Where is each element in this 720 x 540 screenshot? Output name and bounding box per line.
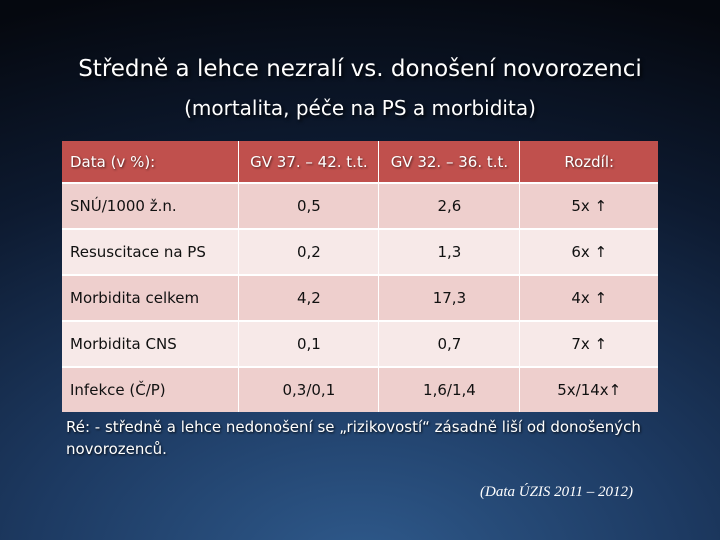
table-row: Morbidita CNS 0,1 0,7 7x ↑	[62, 320, 658, 366]
cell-difference: 5x ↑	[519, 182, 658, 228]
row-label: Morbidita CNS	[62, 320, 239, 366]
row-label: Morbidita celkem	[62, 274, 239, 320]
slide-title: Středně a lehce nezralí vs. donošení nov…	[78, 56, 642, 82]
row-label: SNÚ/1000 ž.n.	[62, 182, 239, 228]
cell-difference: 6x ↑	[519, 228, 658, 274]
conclusion-note: Ré: - středně a lehce nedonošení se „riz…	[66, 418, 641, 458]
header-gv-37-42: GV 37. – 42. t.t.	[238, 141, 379, 182]
table-row: Morbidita celkem 4,2 17,3 4x ↑	[62, 274, 658, 320]
header-data: Data (v %):	[62, 141, 239, 182]
cell-value: 0,7	[378, 320, 520, 366]
table-row: Infekce (Č/P) 0,3/0,1 1,6/1,4 5x/14x↑	[62, 366, 658, 412]
cell-value: 0,5	[238, 182, 379, 228]
header-difference: Rozdíl:	[519, 141, 658, 182]
table-row: Resuscitace na PS 0,2 1,3 6x ↑	[62, 228, 658, 274]
source-citation: (Data ÚZIS 2011 – 2012)	[480, 484, 634, 500]
cell-value: 0,1	[238, 320, 379, 366]
cell-value: 1,3	[378, 228, 520, 274]
table-row: SNÚ/1000 ž.n. 0,5 2,6 5x ↑	[62, 182, 658, 228]
slide-subtitle: (mortalita, péče na PS a morbidita)	[184, 96, 536, 120]
cell-value: 0,3/0,1	[238, 366, 379, 412]
cell-difference: 7x ↑	[519, 320, 658, 366]
header-gv-32-36: GV 32. – 36. t.t.	[378, 141, 520, 182]
cell-difference: 4x ↑	[519, 274, 658, 320]
data-table: Data (v %): GV 37. – 42. t.t. GV 32. – 3…	[62, 141, 658, 412]
cell-value: 0,2	[238, 228, 379, 274]
table-header-row: Data (v %): GV 37. – 42. t.t. GV 32. – 3…	[62, 141, 658, 182]
cell-difference: 5x/14x↑	[519, 366, 658, 412]
cell-value: 1,6/1,4	[378, 366, 520, 412]
cell-value: 4,2	[238, 274, 379, 320]
row-label: Infekce (Č/P)	[62, 366, 239, 412]
cell-value: 17,3	[378, 274, 520, 320]
cell-value: 2,6	[378, 182, 520, 228]
row-label: Resuscitace na PS	[62, 228, 239, 274]
